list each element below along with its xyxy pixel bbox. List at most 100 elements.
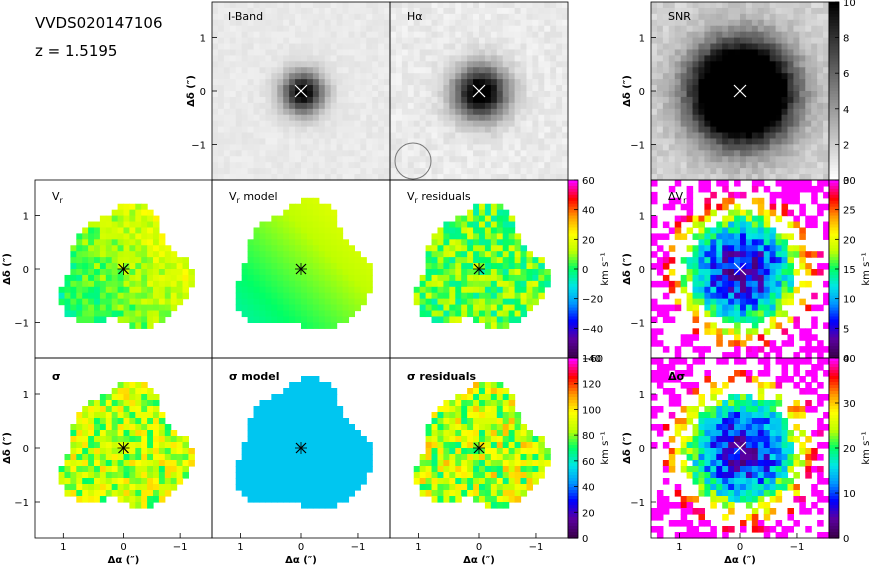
map-pixel xyxy=(336,227,344,234)
map-pixel xyxy=(265,126,272,134)
map-pixel xyxy=(793,120,800,128)
map-pixel xyxy=(763,156,771,163)
map-pixel xyxy=(295,144,302,151)
map-pixel xyxy=(508,227,516,234)
map-pixel xyxy=(763,150,771,157)
map-pixel xyxy=(532,55,539,62)
map-pixel xyxy=(99,484,107,491)
map-pixel xyxy=(692,79,700,86)
map-pixel xyxy=(490,174,498,181)
map-pixel xyxy=(283,496,290,503)
map-pixel xyxy=(378,79,385,86)
map-pixel xyxy=(378,126,385,134)
map-pixel xyxy=(556,49,563,56)
map-pixel xyxy=(129,245,136,252)
map-pixel xyxy=(235,85,243,92)
map-pixel xyxy=(692,263,700,270)
map-pixel xyxy=(324,400,332,407)
map-pixel xyxy=(544,280,551,288)
map-pixel xyxy=(686,292,694,300)
map-pixel xyxy=(259,424,266,431)
map-pixel xyxy=(728,304,735,312)
map-pixel xyxy=(360,91,367,98)
map-pixel xyxy=(769,203,777,211)
map-pixel xyxy=(437,108,444,116)
map-pixel xyxy=(241,79,249,86)
map-pixel xyxy=(811,304,818,312)
map-pixel xyxy=(751,168,759,175)
map-pixel xyxy=(538,85,545,92)
map-pixel xyxy=(763,274,771,282)
map-pixel xyxy=(241,19,249,27)
map-pixel xyxy=(283,472,290,479)
map-pixel xyxy=(419,150,427,157)
map-pixel xyxy=(354,43,361,51)
map-pixel xyxy=(336,298,344,306)
map-pixel xyxy=(651,233,658,240)
map-pixel xyxy=(312,406,320,413)
map-pixel xyxy=(324,245,332,252)
map-pixel xyxy=(698,346,705,353)
map-pixel xyxy=(354,19,361,27)
map-pixel xyxy=(70,490,77,497)
map-pixel xyxy=(532,102,539,110)
map-pixel xyxy=(88,257,95,264)
map-pixel xyxy=(817,209,824,217)
map-pixel xyxy=(324,61,332,68)
map-pixel xyxy=(467,91,474,98)
map-pixel xyxy=(562,96,569,104)
map-pixel xyxy=(757,7,765,15)
map-pixel xyxy=(312,454,320,461)
map-pixel xyxy=(425,67,433,74)
map-pixel xyxy=(461,7,468,15)
map-pixel xyxy=(490,2,498,9)
map-pixel xyxy=(787,49,794,56)
map-pixel xyxy=(330,132,338,140)
map-pixel xyxy=(217,2,225,9)
map-pixel xyxy=(710,245,717,252)
map-pixel xyxy=(342,43,350,51)
map-pixel xyxy=(443,144,450,151)
map-pixel xyxy=(473,31,480,39)
map-pixel xyxy=(289,31,296,39)
map-pixel xyxy=(514,61,522,68)
map-pixel xyxy=(751,120,759,128)
map-pixel xyxy=(722,96,729,104)
map-pixel xyxy=(318,466,326,473)
map-pixel xyxy=(532,162,539,169)
map-pixel xyxy=(407,91,415,98)
map-pixel xyxy=(295,126,302,134)
map-pixel xyxy=(401,7,409,15)
map-pixel xyxy=(538,49,545,56)
map-pixel xyxy=(312,239,320,246)
map-pixel xyxy=(656,138,664,145)
map-pixel xyxy=(94,418,101,425)
map-pixel xyxy=(105,274,113,282)
map-pixel xyxy=(366,37,373,45)
map-pixel xyxy=(277,442,284,449)
map-pixel xyxy=(734,174,741,181)
map-pixel xyxy=(253,454,261,461)
map-pixel xyxy=(763,280,771,288)
map-pixel xyxy=(449,310,456,318)
map-pixel xyxy=(710,43,717,51)
map-pixel xyxy=(538,108,545,116)
map-pixel xyxy=(662,150,670,157)
map-pixel xyxy=(253,418,261,425)
map-pixel xyxy=(823,114,830,122)
map-pixel xyxy=(123,274,130,282)
map-pixel xyxy=(135,245,142,252)
map-pixel xyxy=(330,31,338,39)
map-pixel xyxy=(734,203,741,211)
map-pixel xyxy=(775,49,783,56)
map-pixel xyxy=(526,304,533,312)
map-pixel xyxy=(105,245,113,252)
map-pixel xyxy=(330,156,338,163)
map-pixel xyxy=(241,96,249,104)
map-pixel xyxy=(787,180,794,187)
map-pixel xyxy=(170,274,178,282)
map-pixel xyxy=(407,120,415,128)
map-pixel xyxy=(686,304,694,312)
map-pixel xyxy=(129,394,136,401)
map-pixel xyxy=(734,132,741,140)
